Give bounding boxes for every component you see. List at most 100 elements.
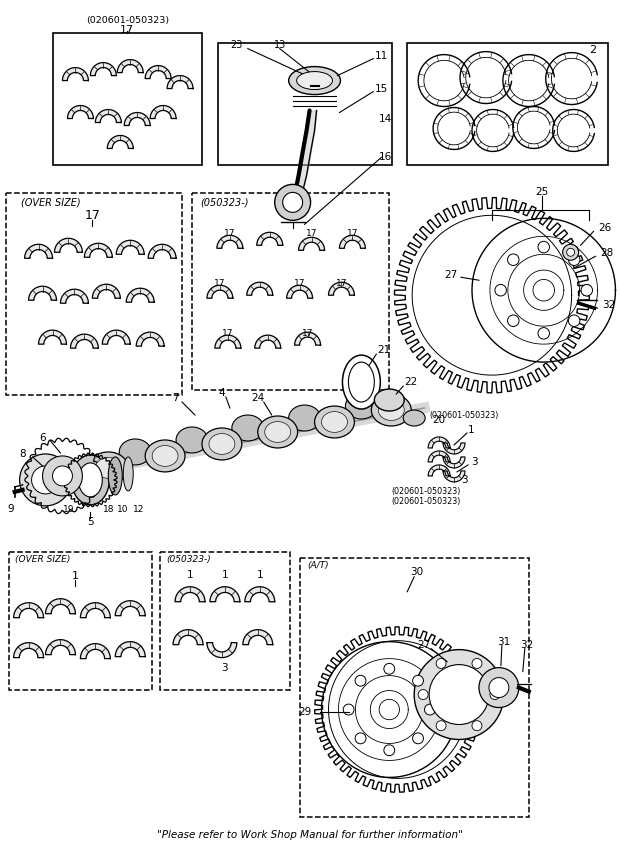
Ellipse shape [119,439,151,465]
Text: (OVER SIZE): (OVER SIZE) [15,555,70,564]
Polygon shape [117,59,143,73]
Bar [192,193,389,390]
Bar [218,42,392,165]
Polygon shape [428,465,450,476]
Polygon shape [150,105,176,119]
Circle shape [472,721,482,731]
Text: 17: 17 [306,229,317,237]
Text: 30: 30 [410,566,423,577]
Polygon shape [124,113,150,126]
Polygon shape [115,600,145,616]
Text: 6: 6 [39,433,46,443]
Ellipse shape [296,71,332,90]
Polygon shape [443,471,465,482]
Circle shape [425,704,435,715]
Ellipse shape [202,428,242,460]
Text: 17: 17 [294,279,306,287]
Ellipse shape [152,445,178,466]
Polygon shape [340,236,365,248]
Circle shape [495,284,507,296]
Circle shape [275,184,311,220]
Text: (050323-): (050323-) [166,555,211,564]
Ellipse shape [89,452,128,484]
Ellipse shape [71,455,109,505]
Ellipse shape [258,416,298,448]
Text: 3: 3 [221,662,228,672]
Polygon shape [117,240,144,254]
Text: 25: 25 [535,187,548,198]
Polygon shape [81,603,110,617]
Circle shape [490,689,500,700]
Text: 17: 17 [222,329,234,338]
Circle shape [53,466,73,486]
Polygon shape [38,330,66,344]
Text: 4: 4 [219,388,225,398]
Ellipse shape [108,457,122,495]
Ellipse shape [265,421,291,443]
Circle shape [384,663,395,674]
Text: 24: 24 [251,393,264,403]
Polygon shape [45,599,76,614]
Text: 31: 31 [497,637,510,647]
Text: (020601-050323): (020601-050323) [391,498,461,506]
Bar [9,552,152,689]
Polygon shape [167,75,193,88]
Polygon shape [255,335,281,349]
Bar [6,193,182,395]
Text: 21: 21 [378,345,391,355]
Ellipse shape [378,399,404,421]
Polygon shape [428,451,450,462]
Text: 1: 1 [467,425,474,435]
Circle shape [538,242,549,253]
Polygon shape [210,587,240,602]
Polygon shape [207,285,233,298]
Ellipse shape [232,415,264,441]
Text: (OVER SIZE): (OVER SIZE) [20,198,80,208]
Text: 32: 32 [603,300,616,310]
Polygon shape [14,603,43,617]
Text: 17: 17 [347,229,358,237]
Text: 9: 9 [7,504,14,514]
Polygon shape [63,68,89,81]
Polygon shape [25,244,53,259]
Circle shape [429,665,489,724]
Ellipse shape [403,410,425,426]
Polygon shape [243,630,273,644]
Text: 5: 5 [87,516,94,527]
Circle shape [472,658,482,668]
Text: 27: 27 [417,639,431,650]
Ellipse shape [95,458,122,478]
Text: 1: 1 [221,570,228,580]
Circle shape [418,689,428,700]
Polygon shape [173,630,203,644]
Ellipse shape [348,362,374,402]
Bar [299,558,529,817]
Ellipse shape [289,405,321,431]
Polygon shape [294,332,321,345]
Text: 15: 15 [374,84,388,93]
Bar [407,42,608,165]
Polygon shape [299,237,324,250]
Text: 23: 23 [231,40,243,50]
Text: 27: 27 [445,271,458,280]
Polygon shape [68,105,94,119]
Text: 20: 20 [432,415,445,425]
Text: 10: 10 [117,505,128,515]
Polygon shape [443,457,465,468]
Text: "Please refer to Work Shop Manual for further information": "Please refer to Work Shop Manual for fu… [157,830,463,840]
Circle shape [32,466,60,494]
Polygon shape [115,642,145,656]
Text: 17: 17 [335,279,347,287]
Text: 29: 29 [298,706,311,717]
Polygon shape [207,643,237,657]
Circle shape [413,675,423,686]
Text: (020601-050323): (020601-050323) [429,410,498,420]
Circle shape [355,733,366,744]
Polygon shape [81,644,110,659]
Circle shape [436,721,446,731]
Text: (020601-050323): (020601-050323) [86,16,169,25]
Polygon shape [45,639,76,655]
Text: 28: 28 [601,248,614,259]
Circle shape [569,254,580,265]
Polygon shape [257,232,283,245]
